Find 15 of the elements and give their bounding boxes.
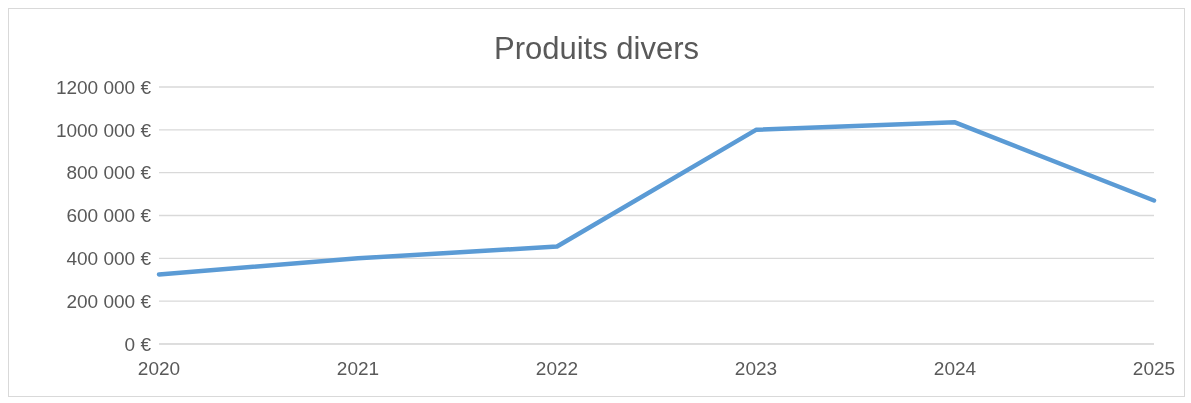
y-tick-label: 200 000 € (66, 290, 152, 312)
y-tick-label: 1000 000 € (55, 119, 152, 141)
x-tick-label: 2025 (1132, 358, 1176, 380)
y-tick-label: 800 000 € (66, 162, 152, 184)
line-series (156, 120, 1157, 277)
y-tick-label: 600 000 € (66, 205, 152, 227)
x-tick-label: 2020 (137, 358, 181, 380)
x-tick-label: 2021 (336, 358, 380, 380)
x-tick-label: 2023 (734, 358, 778, 380)
x-tick-label: 2022 (535, 358, 579, 380)
chart-title: Produits divers (493, 31, 700, 68)
y-tick-label: 400 000 € (66, 248, 152, 270)
x-tick-label: 2024 (933, 358, 977, 380)
y-tick-label: 1200 000 € (55, 76, 152, 98)
y-tick-label: 0 € (124, 333, 152, 355)
